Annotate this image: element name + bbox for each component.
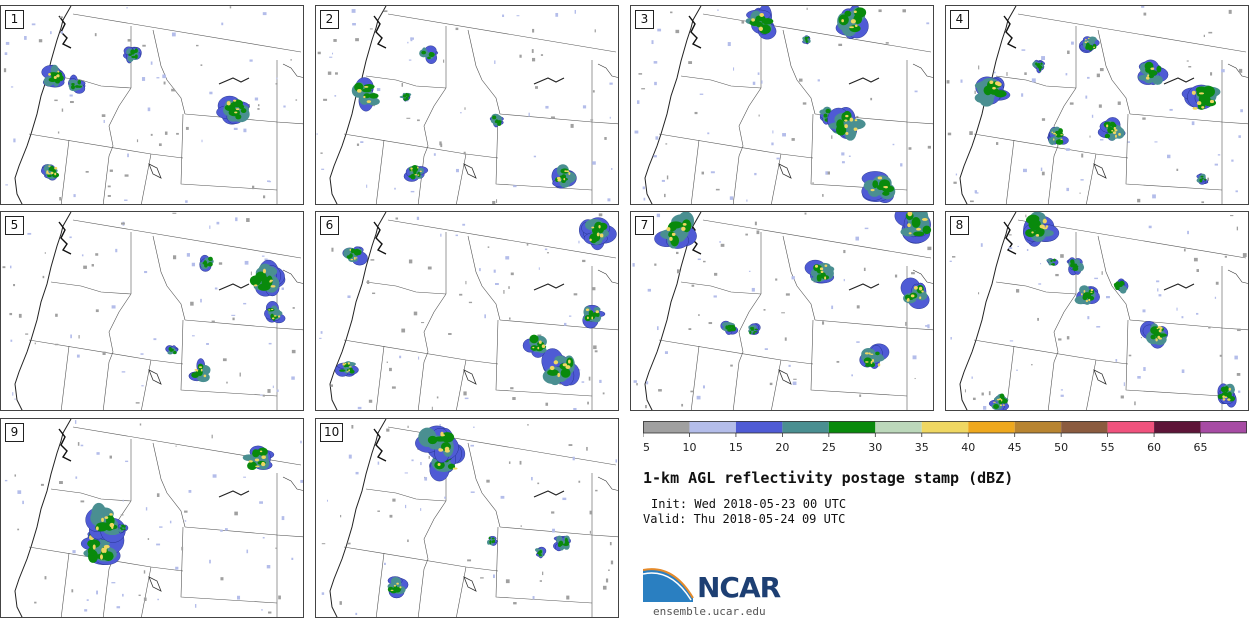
colorbar-segment xyxy=(1107,421,1155,433)
ensemble-member-map: 5 xyxy=(0,211,304,411)
colorbar-segment xyxy=(828,421,876,433)
member-number-label: 8 xyxy=(950,216,969,235)
colorbar-segment xyxy=(875,421,922,433)
ensemble-member-map: 10 xyxy=(315,418,619,618)
member-number-label: 6 xyxy=(320,216,339,235)
colorbar-segment xyxy=(1014,421,1062,433)
colorbar-segment xyxy=(643,421,690,433)
colorbar-tick-label: 25 xyxy=(822,441,836,454)
reflectivity-map xyxy=(2,212,303,410)
colorbar-tick-label: 30 xyxy=(868,441,882,454)
colorbar-tick-label: 65 xyxy=(1194,441,1208,454)
colorbar-segment xyxy=(689,421,736,433)
colorbar-tick-label: 10 xyxy=(682,441,696,454)
ensemble-member-map: 8 xyxy=(945,211,1249,411)
colorbar-segment xyxy=(1200,421,1247,433)
valid-time: Valid: Thu 2018-05-24 09 UTC xyxy=(643,512,846,526)
ncar-logo-text: NCAR xyxy=(697,571,781,604)
member-number-label: 5 xyxy=(5,216,24,235)
ensemble-member-map: 2 xyxy=(315,5,619,205)
reflectivity-map xyxy=(319,212,618,410)
ensemble-member-map: 4 xyxy=(945,5,1249,205)
reflectivity-map xyxy=(634,6,933,204)
ncar-logo xyxy=(643,568,694,602)
init-time: Init: Wed 2018-05-23 00 UTC xyxy=(651,497,847,511)
reflectivity-map xyxy=(3,6,303,204)
colorbar-tick-label: 60 xyxy=(1147,441,1161,454)
colorbar-tick-label: 35 xyxy=(915,441,929,454)
colorbar-tick-label: 45 xyxy=(1008,441,1022,454)
colorbar-segment xyxy=(1061,421,1108,433)
ensemble-member-map: 9 xyxy=(0,418,304,618)
colorbar-segment xyxy=(735,421,783,433)
colorbar-segment xyxy=(968,421,1015,433)
colorbar-tick-label: 40 xyxy=(961,441,975,454)
figure-title: 1-km AGL reflectivity postage stamp (dBZ… xyxy=(643,469,1014,487)
member-number-label: 4 xyxy=(950,10,969,29)
colorbar-tick-label: 20 xyxy=(775,441,789,454)
reflectivity-map xyxy=(316,6,618,204)
reflectivity-map xyxy=(946,6,1248,204)
ensemble-member-map: 7 xyxy=(630,211,934,411)
colorbar-tick-label: 5 xyxy=(643,441,650,454)
member-number-label: 2 xyxy=(320,10,339,29)
reflectivity-map xyxy=(949,212,1248,410)
ensemble-member-map: 3 xyxy=(630,5,934,205)
colorbar-tick-label: 15 xyxy=(729,441,743,454)
member-number-label: 3 xyxy=(635,10,654,29)
ensemble-member-map: 1 xyxy=(0,5,304,205)
site-url: ensemble.ucar.edu xyxy=(653,605,766,618)
reflectivity-map xyxy=(4,419,303,617)
colorbar-tick-label: 50 xyxy=(1054,441,1068,454)
colorbar-segment xyxy=(921,421,969,433)
colorbar-segment xyxy=(1154,421,1201,433)
colorbar-segment xyxy=(782,421,829,433)
colorbar-tick-label: 55 xyxy=(1101,441,1115,454)
member-number-label: 7 xyxy=(635,216,654,235)
ensemble-member-map: 6 xyxy=(315,211,619,411)
reflectivity-map xyxy=(632,212,933,410)
member-number-label: 10 xyxy=(320,423,344,442)
reflectivity-map xyxy=(321,419,618,617)
reflectivity-colorbar: 5 10 15 20 25 30 35 40 45 50 55 60 65 xyxy=(643,421,1247,454)
member-number-label: 1 xyxy=(5,10,24,29)
member-number-label: 9 xyxy=(5,423,24,442)
